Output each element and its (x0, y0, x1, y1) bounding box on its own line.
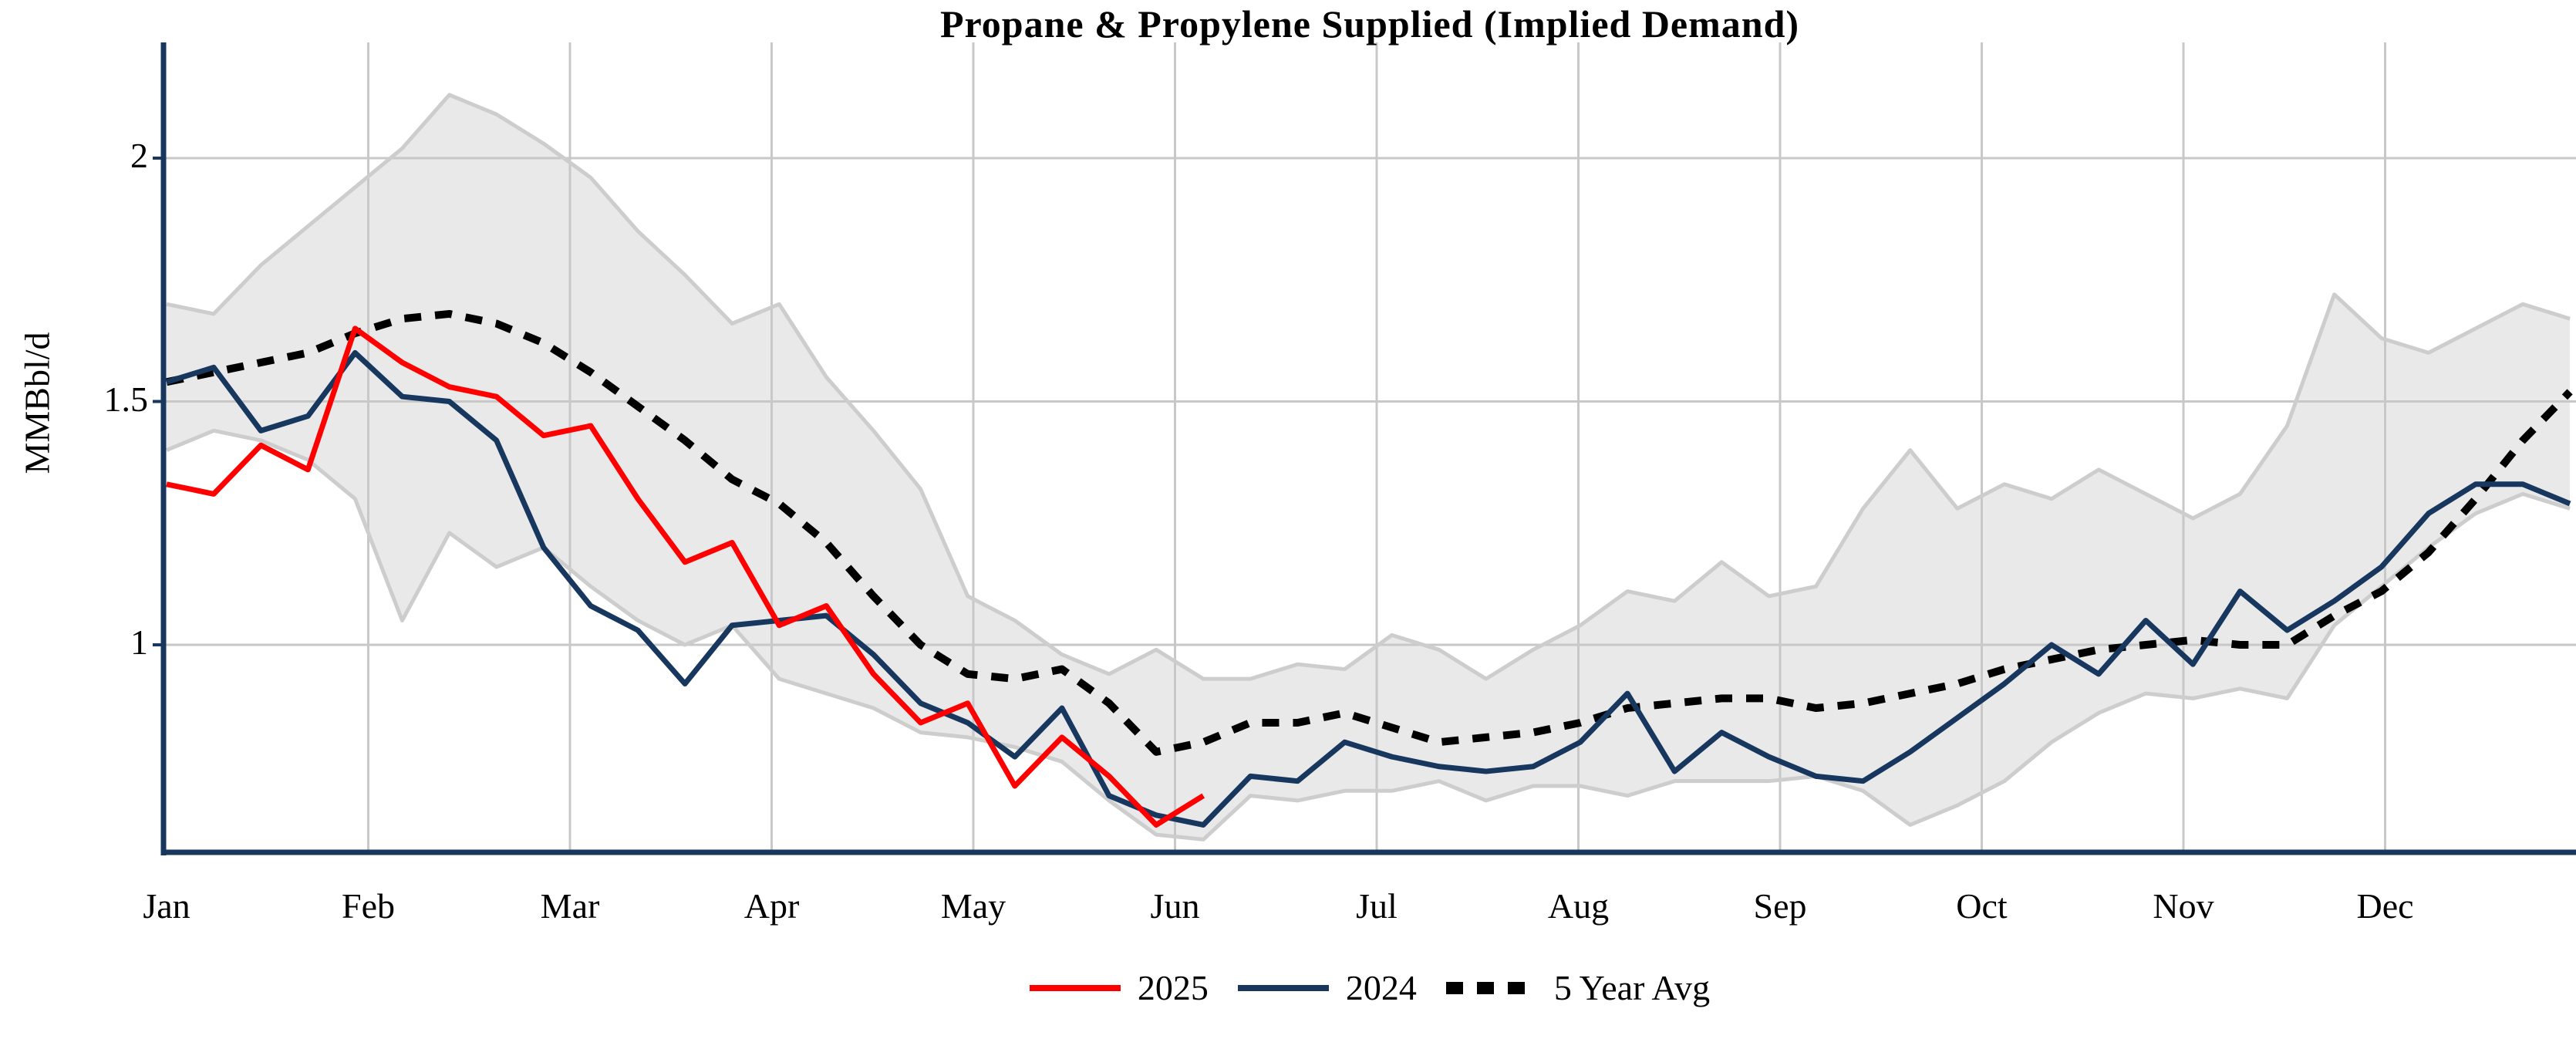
x-tick-label-jul: Jul (1356, 886, 1398, 926)
x-tick-label-nov: Nov (2153, 886, 2214, 926)
legend-swatch-dotted-black-icon (1445, 982, 1537, 994)
legend-item-y2024: 2024 (1237, 968, 1417, 1007)
y-tick-label: 2 (130, 136, 148, 175)
legend-label: 5 Year Avg (1553, 968, 1711, 1007)
legend-label: 2024 (1345, 968, 1417, 1007)
x-tick-label-aug: Aug (1547, 886, 1610, 926)
x-tick-label-dec: Dec (2356, 886, 2414, 926)
legend-swatch-solid-red-icon (1029, 985, 1121, 991)
legend-label: 2025 (1137, 968, 1209, 1007)
legend-item-y2025: 2025 (1029, 968, 1209, 1007)
y-tick-label: 1.5 (103, 379, 149, 419)
band-bottom-edge (166, 428, 2571, 842)
series-line-2024 (165, 349, 2571, 828)
legend-item-avg5yr: 5 Year Avg (1445, 968, 1711, 1007)
band-top-edge (166, 93, 2571, 681)
x-tick-label-jun: Jun (1150, 886, 1200, 926)
x-tick-label-may: May (940, 886, 1006, 926)
series-line-5-year-avg (165, 309, 2573, 756)
five-year-range-band (167, 94, 2571, 840)
x-tick-label-mar: Mar (540, 886, 600, 926)
x-tick-label-oct: Oct (1956, 886, 2008, 926)
x-tick-label-feb: Feb (342, 886, 395, 926)
chart-title: Propane & Propylene Supplied (Implied De… (939, 2, 1800, 46)
y-tick-label: 1 (130, 622, 148, 662)
x-tick-label-sep: Sep (1753, 886, 1807, 926)
legend-swatch-solid-navy-icon (1237, 985, 1329, 991)
chart-legend: 2025 2024 5 Year Avg (164, 970, 2576, 1006)
x-tick-label-jan: Jan (143, 886, 191, 926)
x-tick-label-apr: Apr (743, 886, 800, 926)
series-line-2025 (166, 325, 1205, 828)
y-axis-label: MMBbl/d (17, 332, 57, 474)
